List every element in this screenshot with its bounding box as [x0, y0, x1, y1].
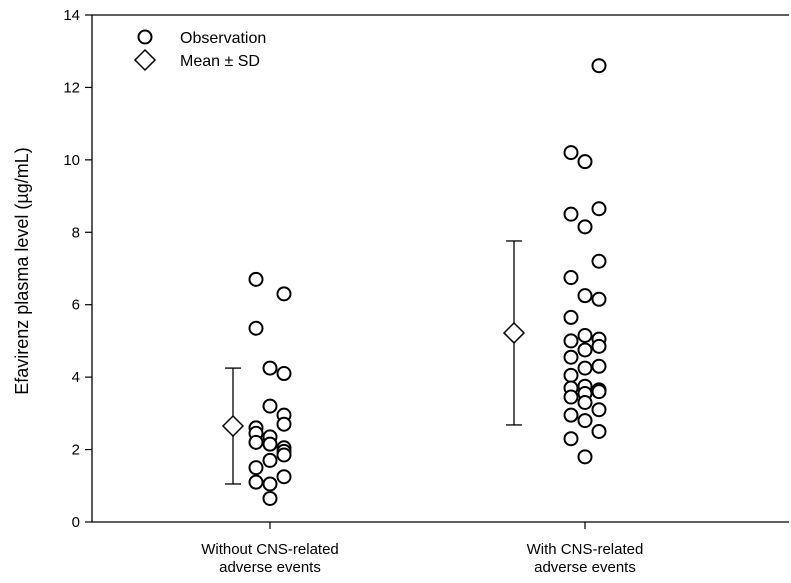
- y-tick-label: 10: [63, 152, 80, 169]
- observation-point: [563, 349, 579, 365]
- observation-point: [248, 460, 264, 476]
- legend: Observation Mean ± SD: [133, 29, 266, 72]
- y-tick-label: 14: [63, 7, 80, 24]
- observation-point: [591, 291, 607, 307]
- legend-label: Observation: [180, 30, 266, 47]
- x-category-label: With CNS-related adverse events: [527, 541, 644, 576]
- observation-point: [591, 384, 607, 400]
- observation-point: [248, 434, 264, 450]
- observation-point: [563, 407, 579, 423]
- observation-point: [563, 270, 579, 286]
- observation-point: [262, 436, 278, 452]
- observation-point: [591, 58, 607, 74]
- x-category-label: Without CNS-related adverse events: [201, 541, 339, 576]
- observation-point: [262, 476, 278, 492]
- mean-marker: [502, 321, 526, 345]
- observation-point: [591, 423, 607, 439]
- observation-point: [577, 288, 593, 304]
- observation-point: [563, 333, 579, 349]
- axes: [91, 14, 789, 523]
- observation-point: [248, 320, 264, 336]
- observation-point: [577, 327, 593, 343]
- observation-point: [577, 360, 593, 376]
- y-tick-label: 8: [72, 224, 80, 241]
- observation-point: [577, 394, 593, 410]
- y-tick-label: 6: [72, 297, 80, 314]
- observation-point: [577, 154, 593, 170]
- mean-marker: [221, 414, 245, 438]
- observation-point: [276, 286, 292, 302]
- observation-point: [276, 366, 292, 382]
- observation-point: [577, 449, 593, 465]
- y-axis-ticks: 0 2 4 6 8 10 12 14: [63, 7, 92, 531]
- observation-point: [563, 206, 579, 222]
- observation-point: [591, 253, 607, 269]
- observation-point: [276, 416, 292, 432]
- observation-point: [563, 367, 579, 383]
- x-category-label-line: adverse events: [534, 559, 636, 576]
- legend-circle-marker: [137, 29, 153, 45]
- observation-point: [248, 271, 264, 287]
- observation-point: [577, 219, 593, 235]
- observation-point: [591, 358, 607, 374]
- y-tick-label: 0: [72, 514, 80, 531]
- observation-point: [563, 309, 579, 325]
- x-category-label-line: adverse events: [219, 559, 321, 576]
- x-category-label-line: With CNS-related: [527, 541, 644, 558]
- y-axis-label: Efavirenz plasma level (µg/mL): [12, 147, 32, 394]
- y-tick-label: 12: [63, 79, 80, 96]
- observation-point: [591, 338, 607, 354]
- observation-point: [563, 389, 579, 405]
- observation-point: [276, 469, 292, 485]
- observation-point: [577, 342, 593, 358]
- data-groups: [221, 58, 607, 506]
- y-tick-label: 4: [72, 369, 80, 386]
- legend-diamond-marker: [133, 48, 157, 72]
- observation-point: [577, 413, 593, 429]
- x-category-label-line: Without CNS-related: [201, 541, 339, 558]
- observation-point: [563, 431, 579, 447]
- observation-point: [563, 145, 579, 161]
- observation-point: [276, 447, 292, 463]
- observation-point: [591, 402, 607, 418]
- observation-point: [262, 360, 278, 376]
- legend-label: Mean ± SD: [180, 53, 260, 70]
- observation-point: [262, 490, 278, 506]
- observation-point: [248, 474, 264, 490]
- observation-point: [262, 398, 278, 414]
- observation-point: [262, 452, 278, 468]
- observation-point: [591, 201, 607, 217]
- y-tick-label: 2: [72, 442, 80, 459]
